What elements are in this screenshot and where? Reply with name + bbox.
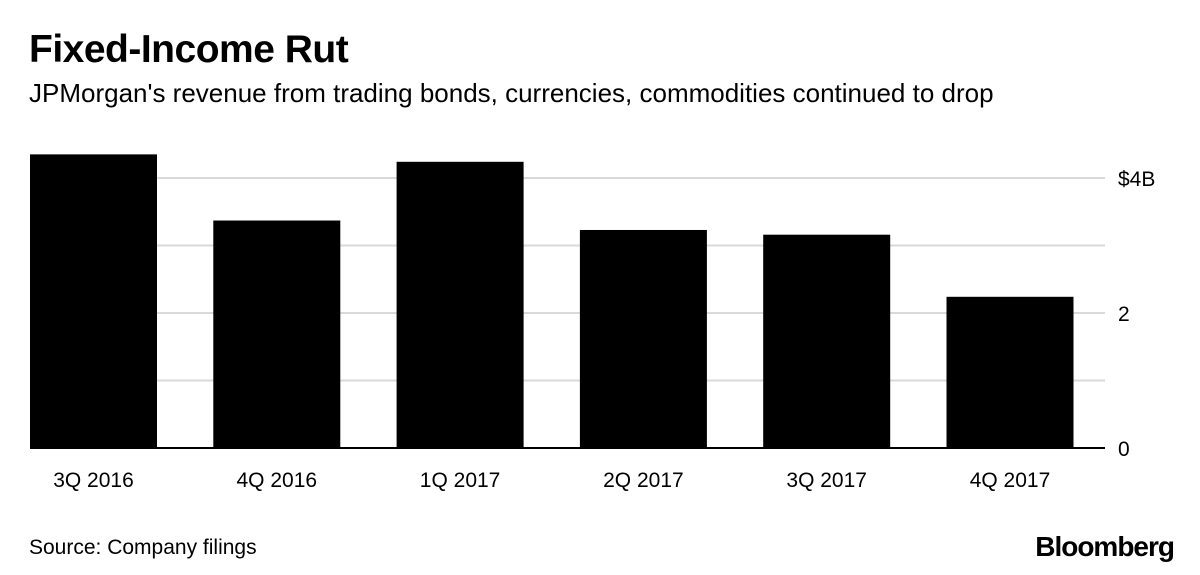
gridlines [30, 177, 1105, 382]
x-axis-tick-labels: 3Q 2016 4Q 2016 1Q 2017 2Q 2017 3Q 2017 4Q 20… [53, 469, 1050, 492]
bar-3q-2016 [30, 154, 157, 448]
source-note: Source: Company filings [29, 536, 257, 559]
x-tick-label: 3Q 2016 [53, 469, 134, 492]
y-tick-label: 0 [1118, 438, 1130, 461]
bar-4q-2016 [213, 220, 341, 448]
bar-2q-2017 [579, 229, 707, 448]
x-tick-label: 3Q 2017 [786, 469, 867, 492]
bloomberg-logo: Bloomberg [1035, 531, 1175, 562]
y-axis-tick-labels: 0 2 $4B [1118, 168, 1155, 461]
bars [30, 154, 1074, 449]
y-tick-label: $4B [1118, 168, 1155, 191]
chart-title: Fixed-Income Rut [29, 28, 349, 71]
bar-chart: 02$4B 3Q 2016 4Q 2016 1Q 2017 2Q 2017 3Q 201… [30, 154, 1155, 492]
bar-3q-2017 [763, 234, 891, 448]
x-tick-label: 4Q 2017 [970, 469, 1051, 492]
x-tick-label: 2Q 2017 [603, 469, 684, 492]
bar-1q-2017 [396, 161, 524, 449]
chart-subtitle: JPMorgan's revenue from trading bonds, c… [29, 78, 994, 108]
x-tick-label: 4Q 2016 [237, 469, 318, 492]
x-tick-label: 1Q 2017 [420, 469, 501, 492]
bar-4q-2017 [946, 296, 1074, 448]
y-tick-label: 2 [1118, 303, 1130, 326]
